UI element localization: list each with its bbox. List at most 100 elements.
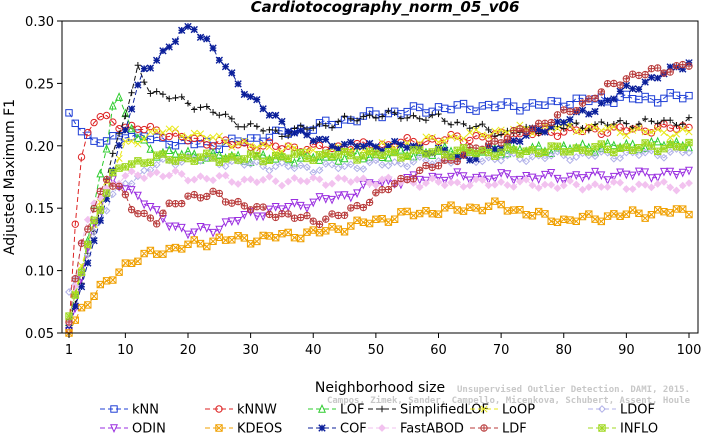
series-point-lof xyxy=(578,139,587,148)
series-point-fastabod xyxy=(371,181,380,190)
series-point-kdeos xyxy=(334,225,342,233)
series-line-lof xyxy=(68,96,690,323)
series-point-odin xyxy=(240,210,249,220)
series-point-kdeos xyxy=(534,207,543,216)
series-point-kdeos xyxy=(353,216,361,224)
series-point-simplifiedlof xyxy=(579,125,586,132)
series-point-fastabod xyxy=(133,171,142,180)
series-point-inflo xyxy=(102,189,111,197)
series-point-loop xyxy=(466,128,474,136)
series-point-fastabod xyxy=(196,172,205,181)
series-point-inflo xyxy=(315,151,324,159)
series-point-kdeos xyxy=(71,316,79,324)
series-point-kdeos xyxy=(447,201,455,209)
legend-item-kdeos: KDEOS xyxy=(205,422,282,437)
series-point-lof xyxy=(290,157,299,167)
series-point-fastabod xyxy=(447,178,455,187)
series-point-ldf-ring xyxy=(178,199,186,208)
series-point-cof xyxy=(378,146,386,155)
series-point-cof xyxy=(315,135,324,143)
series-point-kdeos xyxy=(653,206,662,214)
series-point-kdeos xyxy=(271,233,280,242)
series-point-fastabod xyxy=(434,178,443,186)
series-point-simplifiedlof xyxy=(435,110,442,118)
series-point-loop xyxy=(378,139,386,147)
series-point-ldf xyxy=(648,65,655,72)
series-point-kdeos xyxy=(102,277,111,285)
series-point-fastabod xyxy=(315,175,324,184)
series-point-cof xyxy=(585,110,593,118)
series-point-inflo xyxy=(447,152,455,160)
series-point-fastabod xyxy=(422,179,430,188)
series-point-odin xyxy=(221,218,230,228)
series-point-knn xyxy=(472,107,480,115)
series-point-fastabod xyxy=(290,174,299,182)
series-point-kdeos xyxy=(152,250,161,258)
series-point-fastabod xyxy=(171,167,180,175)
series-point-cof xyxy=(246,92,255,101)
plot-frame xyxy=(61,20,699,334)
series-point-ldf-ring xyxy=(84,225,92,233)
series-point-inflo xyxy=(641,139,649,147)
series-point-odin xyxy=(434,173,443,183)
series-point-inflo xyxy=(409,146,418,154)
series-point-knnw xyxy=(146,122,155,131)
series-point-ldf xyxy=(259,203,267,211)
series-point-kdeos xyxy=(622,210,631,218)
series-point-loop xyxy=(503,129,511,137)
series-point-ldf-ring xyxy=(522,128,530,136)
series-point-odin xyxy=(672,170,681,180)
series-point-kdeos xyxy=(572,217,580,226)
series-point-kdeos xyxy=(390,215,399,223)
series-point-ldof xyxy=(522,157,531,166)
series-point-inflo xyxy=(184,154,192,163)
series-point-loop xyxy=(478,131,486,139)
series-point-inflo xyxy=(547,142,555,150)
series-point-odin xyxy=(685,166,693,176)
series-point-odin xyxy=(503,170,512,179)
series-point-odin xyxy=(616,168,625,178)
series-point-kdeos xyxy=(209,237,217,246)
series-point-cof xyxy=(566,115,574,124)
series-point-fastabod xyxy=(152,168,161,177)
series-point-inflo xyxy=(190,157,198,165)
series-point-knnw xyxy=(403,134,411,142)
legend-marker-knn xyxy=(110,405,118,413)
series-point-simplifiedlof xyxy=(679,120,686,128)
series-point-kdeos xyxy=(610,210,618,218)
series-point-inflo xyxy=(334,151,342,159)
series-point-cof xyxy=(303,131,311,139)
series-point-ldf xyxy=(297,214,304,221)
series-point-fastabod xyxy=(184,176,192,185)
series-point-simplifiedlof xyxy=(128,89,135,96)
series-point-odin xyxy=(202,224,211,233)
series-point-ldof xyxy=(303,163,311,172)
series-point-ldf xyxy=(115,183,123,190)
legend-item-lof: LOF xyxy=(308,403,365,418)
series-point-knn xyxy=(679,94,687,103)
series-point-ldof xyxy=(365,158,374,167)
series-point-ldof xyxy=(641,148,650,157)
series-point-inflo xyxy=(610,148,618,157)
series-point-ldf-ring xyxy=(547,118,555,127)
series-point-lof xyxy=(334,156,343,165)
series-point-loop xyxy=(566,121,574,129)
series-point-cof xyxy=(591,107,599,116)
series-point-lof xyxy=(102,143,111,153)
series-point-simplifiedlof xyxy=(641,115,649,123)
series-point-simplifiedlof xyxy=(122,112,129,120)
series-point-kdeos xyxy=(459,207,468,215)
series-point-ldf xyxy=(378,186,386,193)
x-tick-label: 10 xyxy=(117,343,134,358)
series-point-knnw xyxy=(71,220,79,228)
series-point-cof xyxy=(190,25,198,34)
series-point-ldf-ring xyxy=(497,139,505,147)
y-tick-label: 0.20 xyxy=(25,140,54,155)
legend-marker-cof xyxy=(318,424,326,432)
series-point-inflo xyxy=(159,150,167,158)
series-point-odin xyxy=(353,189,362,199)
series-point-odin xyxy=(478,172,487,181)
series-point-ldf xyxy=(303,212,311,219)
series-point-cof xyxy=(553,118,562,126)
series-point-odin xyxy=(177,223,186,233)
